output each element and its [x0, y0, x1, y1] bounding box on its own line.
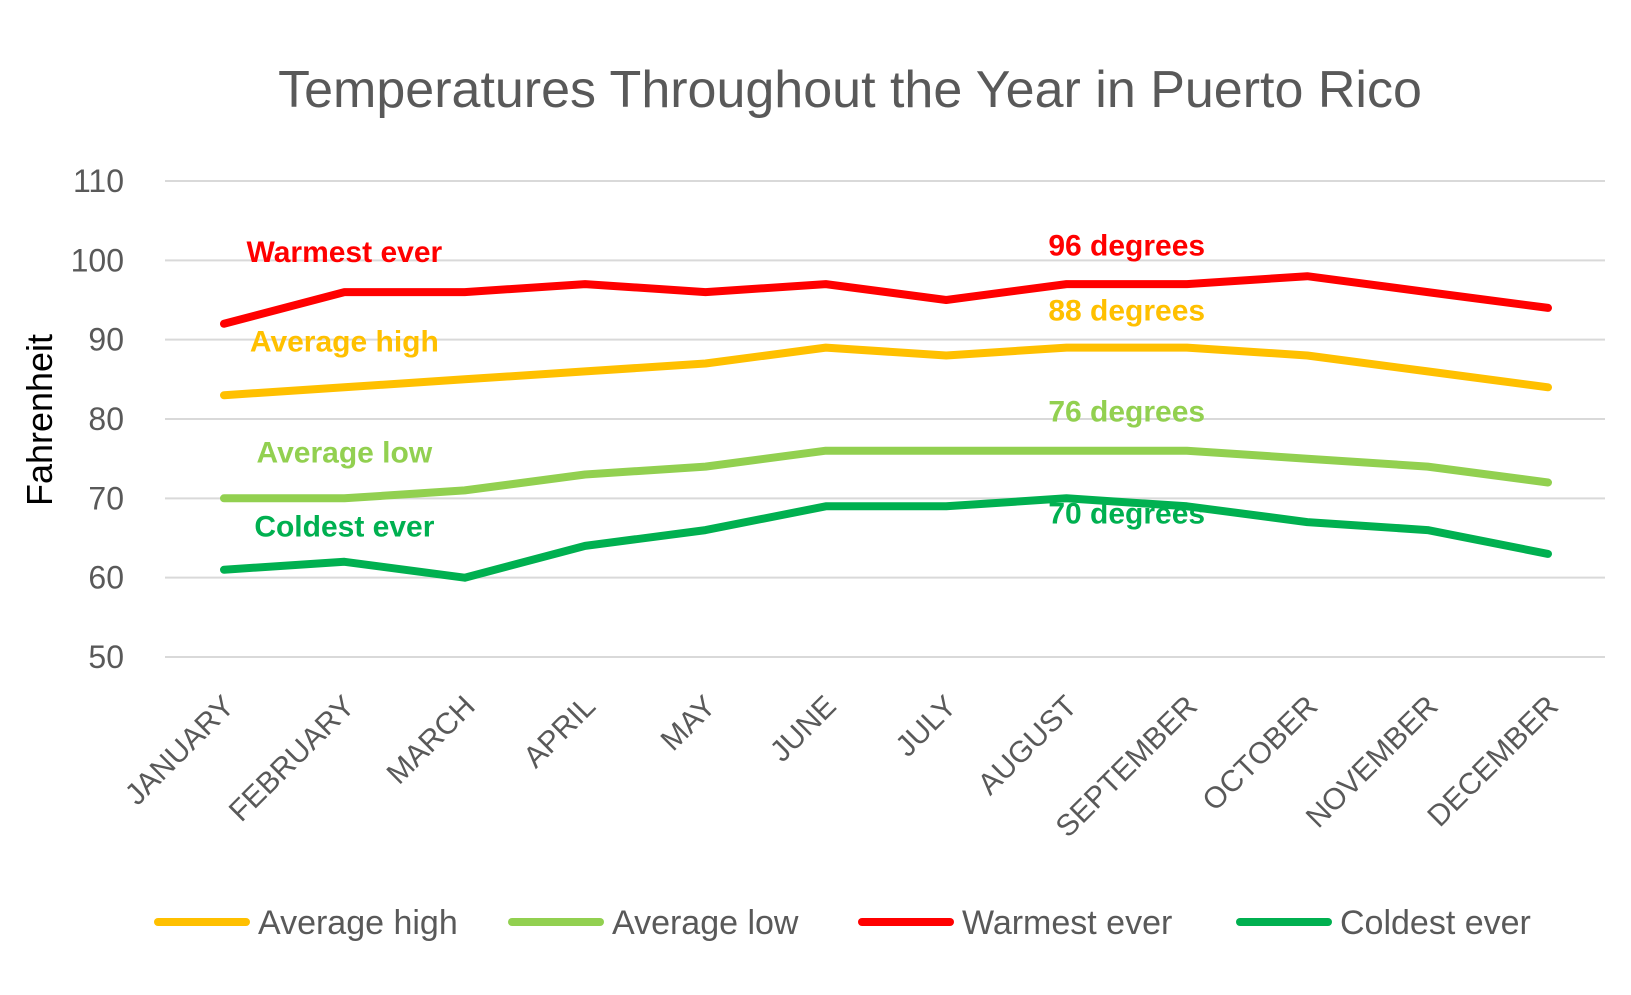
x-tick-label: DECEMBER [1421, 690, 1565, 834]
annotations: Warmest ever Average high Average low Colde… [247, 230, 1206, 544]
legend-label-warmest-ever[interactable]: Warmest ever [962, 904, 1172, 942]
series-line-coldest-ever [220, 494, 1552, 582]
x-tick-label: JUNE [764, 690, 843, 769]
y-tick-label: 50 [88, 639, 124, 675]
series-line-average-high [220, 343, 1552, 400]
annotation-label: Warmest ever [247, 236, 443, 269]
x-tick-label: OCTOBER [1196, 690, 1324, 818]
x-tick-label: FEBRUARY [223, 690, 361, 828]
x-tick-label: APRIL [517, 690, 602, 775]
series-line-warmest-ever [220, 272, 1552, 328]
y-tick-labels: 50 60 70 80 90 100 110 [71, 163, 124, 675]
annotation-label: Average high [250, 326, 439, 359]
series-line-average-low [220, 446, 1552, 503]
annotation-label: 70 degrees [1048, 498, 1205, 531]
series-lines [220, 272, 1552, 582]
annotation-label: Average low [257, 437, 433, 470]
x-tick-label: MAY [655, 690, 723, 758]
y-tick-label: 60 [88, 560, 124, 596]
legend-label-average-low[interactable]: Average low [612, 904, 799, 942]
gridlines [165, 180, 1605, 658]
annotation-label: 96 degrees [1048, 230, 1205, 263]
y-tick-label: 70 [88, 480, 124, 516]
x-tick-label: AUGUST [972, 690, 1084, 802]
annotation-label: Coldest ever [254, 510, 434, 543]
chart-title: Temperatures Throughout the Year in Puer… [278, 61, 1422, 119]
y-tick-label: 110 [73, 163, 124, 199]
y-axis-label: Fahrenheit [19, 334, 60, 506]
x-tick-label: JULY [889, 690, 963, 764]
y-tick-label: 100 [71, 242, 124, 278]
legend-label-average-high[interactable]: Average high [258, 904, 458, 942]
legend-label-coldest-ever[interactable]: Coldest ever [1340, 904, 1531, 942]
x-tick-label: MARCH [381, 690, 482, 791]
annotation-label: 76 degrees [1048, 395, 1205, 428]
x-tick-label: JANUARY [119, 690, 241, 812]
annotation-label: 88 degrees [1048, 295, 1205, 328]
y-tick-label: 90 [88, 322, 124, 358]
legend[interactable]: Average high Average low Warmest ever Colde… [154, 904, 1531, 942]
y-tick-label: 80 [88, 401, 124, 437]
